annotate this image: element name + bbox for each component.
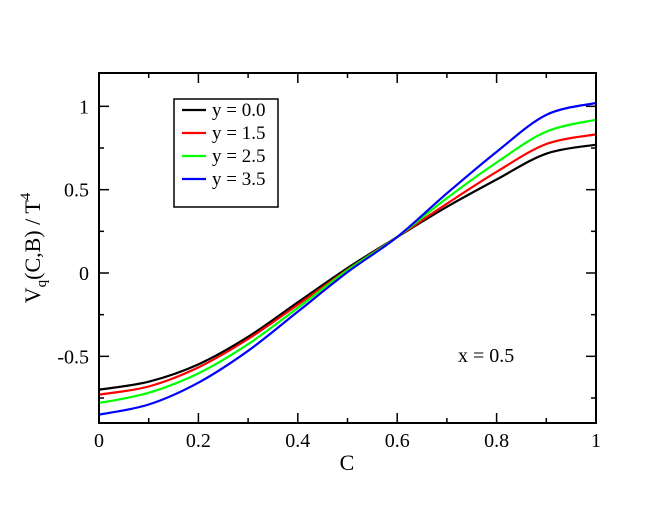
x-tick-label: 0.2 [186,430,211,452]
x-tick-label: 0 [94,430,104,452]
legend-label: y = 2.5 [212,146,265,167]
x-axis-title: C [340,450,355,475]
series-line-2 [98,118,597,405]
legend-box [173,98,279,208]
annotation-x-value: x = 0.5 [458,345,514,367]
y-axis-title-base: V [20,287,45,303]
legend-label: y = 1.5 [212,123,265,144]
x-tick-label: 0.4 [285,430,310,452]
plot-frame [98,72,597,424]
legend-label: y = 3.5 [212,169,265,190]
y-axis-title: Vq(C,B) / T4 [18,192,50,303]
x-tick-label: 1 [591,430,601,452]
x-tick-label: 0.6 [385,430,410,452]
legend: y = 0.0y = 1.5y = 2.5y = 3.5 [173,98,279,208]
tick-labels-layer: 0 0.2 0.4 0.6 0.8 1 -0.5 0 0.5 1 [57,96,601,452]
legend-label: y = 0.0 [212,100,265,121]
y-tick-label: 1 [79,96,89,118]
y-axis-title-sup: 4 [18,192,34,200]
series-layer [98,101,597,416]
y-tick-label: 0.5 [64,180,89,202]
y-tick-label: -0.5 [57,346,89,368]
y-axis-title-mid: (C,B) / T [20,200,45,280]
series-line-0 [98,143,597,391]
y-tick-label: 0 [79,263,89,285]
series-line-3 [98,101,597,416]
x-tick-label: 0.8 [484,430,509,452]
y-axis-title-sub: q [34,279,50,287]
